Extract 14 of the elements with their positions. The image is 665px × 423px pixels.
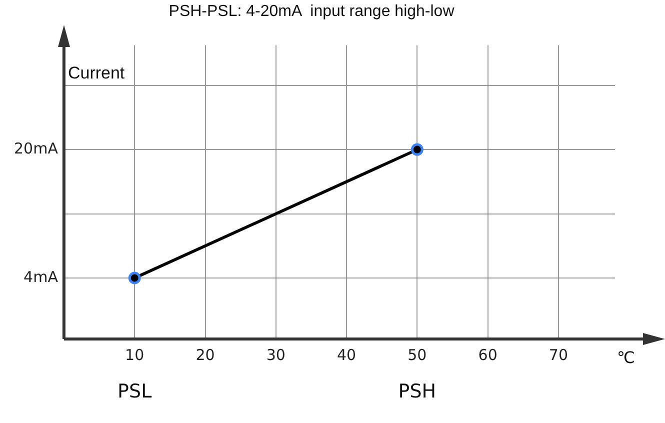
x-tick-label: 60	[478, 346, 498, 364]
text: PSH	[398, 380, 436, 402]
x-tick-label: 50	[408, 346, 427, 364]
chart-title: PSH-PSL: 4-20mA input range high-low	[168, 3, 455, 20]
x-tick-label: 30	[266, 346, 286, 364]
x-tick-label: 20	[196, 346, 215, 364]
x-axis-title: ℃	[617, 348, 635, 368]
y-tick-label: 20mA	[14, 139, 59, 158]
x-tick-label: 10	[125, 346, 144, 364]
x-tick-label: 70	[548, 346, 568, 364]
x-tick-label: 40	[337, 346, 356, 364]
text: PSL	[118, 380, 152, 402]
y-tick-label: 4mA	[24, 268, 59, 286]
y-axis-title: Current	[68, 64, 125, 83]
